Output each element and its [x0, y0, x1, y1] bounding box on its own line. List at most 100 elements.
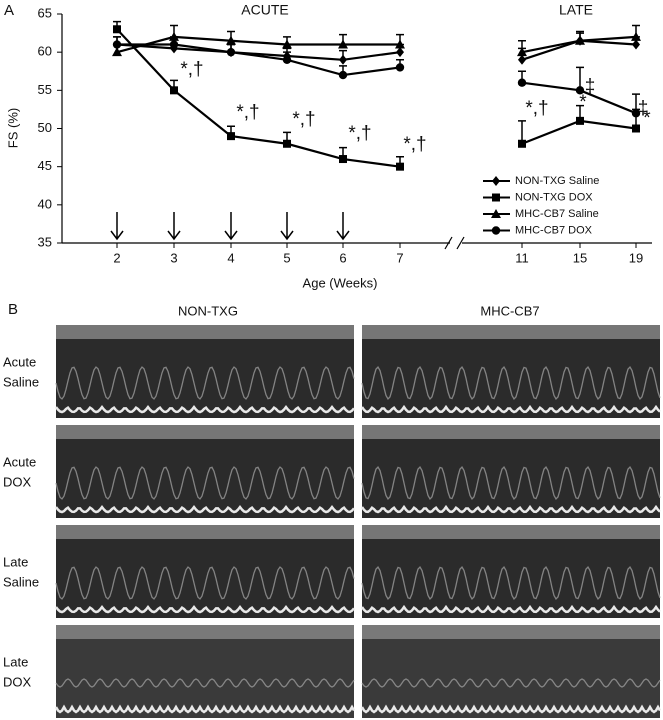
marker [226, 35, 236, 45]
echo-image [55, 425, 355, 518]
row-label: DOX [3, 474, 32, 489]
row-label: Acute [3, 454, 36, 469]
echo-wall [55, 604, 355, 614]
dose-arrows [110, 212, 350, 241]
echo-top-band [362, 625, 660, 639]
annotation: *,† [348, 123, 371, 144]
x-tick-label: 4 [227, 250, 234, 265]
y-tick-label: 40 [38, 196, 52, 211]
marker [170, 86, 178, 95]
echo-top-band [362, 325, 660, 339]
echo-background [56, 425, 354, 518]
y-tick-label: 55 [38, 82, 52, 97]
echo-wall [361, 465, 661, 501]
row-label: Acute [3, 354, 36, 369]
echo-top-band [56, 525, 354, 539]
annotation: * [579, 92, 587, 113]
marker [339, 54, 347, 65]
series-line [116, 43, 401, 61]
x-tick-label: 6 [339, 250, 346, 265]
panel-label: B [8, 301, 18, 318]
echo-image [360, 625, 662, 718]
echo-top-band [56, 425, 354, 439]
marker [576, 116, 584, 125]
echo-background [56, 525, 354, 618]
y-tick-label: 35 [38, 234, 52, 249]
annotation: *,† [292, 109, 315, 130]
echo-background [362, 325, 660, 418]
marker [518, 139, 526, 148]
x-tick-label: 7 [396, 250, 403, 265]
x-axis-label: Age (Weeks) [303, 275, 378, 290]
marker [575, 35, 585, 45]
echo-wall [55, 678, 355, 688]
axis-break [444, 236, 453, 250]
x-tick-label: 2 [113, 250, 120, 265]
echo-top-band [56, 325, 354, 339]
echo-background [362, 425, 660, 518]
echo-background [56, 325, 354, 418]
legend-label: NON-TXG Saline [515, 175, 599, 187]
echo-wall [55, 566, 355, 600]
y-tick-label: 60 [38, 44, 52, 59]
echo-background [362, 625, 660, 718]
series-line [116, 28, 401, 168]
annotation: *,† [236, 102, 259, 123]
echo-wall [360, 704, 662, 714]
legend-marker [491, 226, 501, 235]
y-tick-label: 45 [38, 158, 52, 173]
marker [575, 86, 585, 95]
row-label: Late [3, 554, 28, 569]
group-label: LATE [559, 2, 593, 18]
x-tick-label: 3 [170, 250, 177, 265]
annotation: *,† [525, 98, 548, 119]
echo-image [360, 525, 661, 618]
echo-wall [360, 604, 661, 614]
echo-wall [361, 678, 661, 688]
row-label: Saline [3, 574, 39, 589]
column-label: MHC-CB7 [480, 303, 539, 318]
echo-image [360, 325, 661, 418]
legend-label: MHC-CB7 Saline [515, 208, 599, 220]
echo-wall [55, 366, 355, 400]
row-label: DOX [3, 674, 32, 689]
series-line [116, 35, 400, 54]
marker [518, 54, 526, 65]
legend-label: NON-TXG DOX [515, 191, 593, 203]
annotation: ‡ [585, 76, 596, 97]
marker [112, 40, 122, 49]
marker [339, 155, 347, 164]
y-tick-label: 65 [38, 5, 52, 20]
marker [396, 162, 404, 171]
marker [517, 78, 527, 87]
row-label: Saline [3, 374, 39, 389]
marker [395, 63, 405, 72]
echo-image [360, 425, 661, 518]
annotation: * [643, 108, 651, 129]
echo-wall [55, 404, 355, 414]
y-axis-label: FS (%) [5, 108, 20, 148]
legend-marker [491, 209, 501, 218]
marker [631, 109, 641, 118]
echo-wall [361, 565, 661, 601]
marker [283, 139, 291, 148]
echo-top-band [56, 625, 354, 639]
marker [282, 39, 292, 49]
echo-top-band [362, 425, 660, 439]
marker [282, 55, 292, 64]
x-tick-label: 5 [283, 250, 290, 265]
echo-wall [361, 365, 661, 401]
echo-image [55, 325, 355, 418]
marker [631, 31, 641, 41]
echo-image [54, 625, 356, 718]
marker [169, 40, 179, 49]
panel-label: A [4, 2, 14, 19]
echo-wall [54, 704, 356, 714]
marker [395, 39, 405, 49]
legend-label: MHC-CB7 DOX [515, 224, 593, 236]
echo-wall [55, 466, 355, 500]
x-tick-label: 19 [629, 250, 643, 265]
legend-marker [492, 176, 500, 186]
marker [338, 70, 348, 80]
echo-background [56, 625, 354, 718]
